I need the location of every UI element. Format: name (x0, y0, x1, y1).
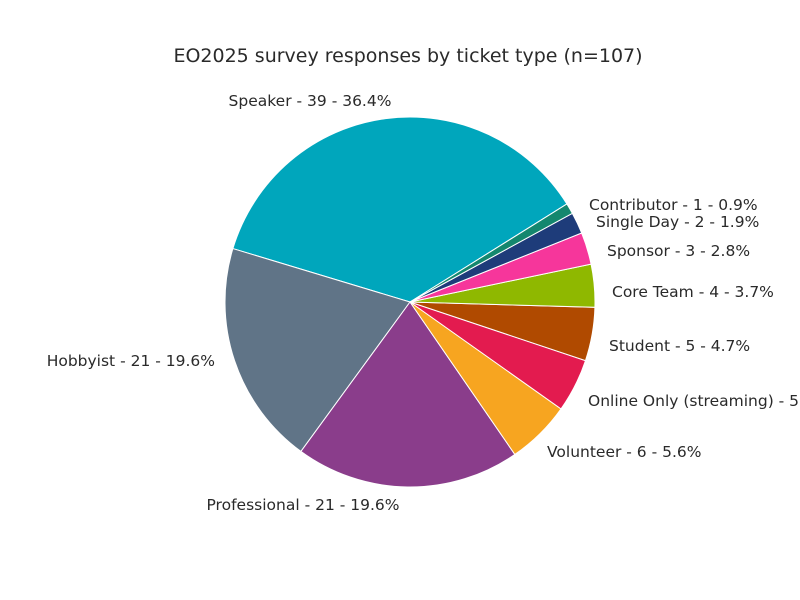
slice-label: Speaker - 39 - 36.4% (229, 92, 392, 110)
chart-title: EO2025 survey responses by ticket type (… (173, 45, 642, 67)
slice-label: Volunteer - 6 - 5.6% (547, 443, 702, 461)
slice-label: Core Team - 4 - 3.7% (612, 283, 774, 301)
pie-slice-contributor (409, 203, 574, 303)
slice-label: Online Only (streaming) - 5 (588, 392, 799, 410)
pie-slices (224, 116, 596, 488)
slice-label: Contributor - 1 - 0.9% (589, 196, 758, 214)
pie-slice-professional (300, 301, 516, 488)
pie-slice-hobbyist (224, 247, 411, 453)
pie-labels: Speaker - 39 - 36.4% Hobbyist - 21 - 19.6… (47, 92, 799, 514)
slice-label: Hobbyist - 21 - 19.6% (47, 352, 215, 370)
slice-label: Professional - 21 - 19.6% (206, 496, 399, 514)
slice-label: Single Day - 2 - 1.9% (596, 213, 759, 231)
slice-label: Sponsor - 3 - 2.8% (607, 242, 750, 260)
slice-label: Student - 5 - 4.7% (609, 337, 750, 355)
